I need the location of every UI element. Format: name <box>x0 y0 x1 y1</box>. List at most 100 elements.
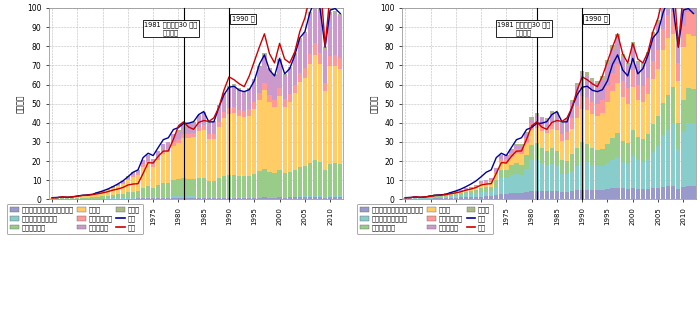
Bar <box>535 191 539 199</box>
Bar <box>192 122 196 123</box>
Bar <box>494 187 498 195</box>
Bar <box>211 197 216 198</box>
Bar <box>458 193 463 195</box>
Bar <box>640 102 645 139</box>
Bar <box>433 196 438 197</box>
Bar <box>181 138 186 178</box>
Bar <box>247 89 251 109</box>
Bar <box>469 187 473 188</box>
Bar <box>50 198 54 199</box>
Bar <box>433 198 438 199</box>
Bar <box>474 193 478 197</box>
Bar <box>227 174 231 197</box>
Bar <box>428 196 433 197</box>
Bar <box>146 198 150 199</box>
Bar <box>550 111 554 113</box>
Bar <box>681 0 685 26</box>
Bar <box>535 113 539 115</box>
Bar <box>222 94 226 112</box>
Bar <box>464 194 468 197</box>
Bar <box>656 188 660 199</box>
Bar <box>590 148 594 165</box>
Bar <box>293 53 297 55</box>
Bar <box>55 198 60 199</box>
Bar <box>489 182 493 187</box>
Bar <box>161 183 165 197</box>
Bar <box>640 66 645 86</box>
Bar <box>60 197 64 198</box>
Bar <box>302 78 307 166</box>
Bar <box>545 133 549 151</box>
Bar <box>580 190 584 199</box>
Bar <box>277 60 281 88</box>
Bar <box>494 174 498 180</box>
Bar <box>499 162 503 170</box>
Bar <box>692 0 696 14</box>
Bar <box>510 175 514 193</box>
Bar <box>267 68 272 70</box>
Bar <box>590 102 594 114</box>
Bar <box>606 63 610 86</box>
Bar <box>595 116 599 150</box>
Bar <box>666 130 671 186</box>
Bar <box>111 195 115 198</box>
Bar <box>575 166 580 190</box>
Bar <box>166 149 171 152</box>
Bar <box>449 198 453 199</box>
Bar <box>474 185 478 186</box>
Legend: 食料及びその他の直接消費財, 粗原料、鉱物性燃料, 他工業用原料, 資本財, 非耐久消費財, 耐久消費財, その他, 輸出, 輸入: 食料及びその他の直接消費財, 粗原料、鉱物性燃料, 他工業用原料, 資本財, 非… <box>7 204 143 234</box>
Bar <box>519 175 524 193</box>
Bar <box>535 159 539 191</box>
Bar <box>656 24 660 50</box>
Bar <box>610 160 615 188</box>
Bar <box>464 189 468 190</box>
Bar <box>489 187 493 191</box>
Bar <box>333 55 337 66</box>
Bar <box>550 121 554 129</box>
Bar <box>413 197 417 198</box>
Bar <box>197 127 201 131</box>
Bar <box>131 172 135 173</box>
Bar <box>192 179 196 197</box>
Bar <box>545 191 549 199</box>
Bar <box>172 180 176 197</box>
Bar <box>313 197 317 199</box>
Bar <box>75 198 80 199</box>
Bar <box>458 195 463 197</box>
Bar <box>136 173 140 175</box>
Bar <box>333 196 337 197</box>
Bar <box>232 113 236 174</box>
Bar <box>206 181 211 197</box>
Bar <box>95 193 99 197</box>
Bar <box>661 0 665 29</box>
Bar <box>318 11 322 53</box>
Bar <box>469 189 473 191</box>
Bar <box>449 194 453 195</box>
Bar <box>302 197 307 199</box>
Bar <box>626 143 630 164</box>
Bar <box>590 81 594 102</box>
Bar <box>141 164 145 167</box>
Bar <box>606 189 610 199</box>
Bar <box>585 144 589 162</box>
Bar <box>615 38 620 64</box>
Bar <box>267 197 272 199</box>
Bar <box>151 197 155 198</box>
Bar <box>651 124 655 152</box>
Bar <box>565 132 569 140</box>
Bar <box>227 88 231 108</box>
Bar <box>262 169 267 197</box>
Bar <box>661 103 665 135</box>
Bar <box>323 83 328 91</box>
Bar <box>474 190 478 193</box>
Bar <box>186 179 190 196</box>
Bar <box>313 196 317 197</box>
Bar <box>120 198 125 199</box>
Bar <box>601 149 605 166</box>
Bar <box>95 192 99 193</box>
Bar <box>318 197 322 199</box>
Bar <box>620 54 625 57</box>
Bar <box>484 182 489 183</box>
Bar <box>172 197 176 198</box>
Bar <box>428 197 433 199</box>
